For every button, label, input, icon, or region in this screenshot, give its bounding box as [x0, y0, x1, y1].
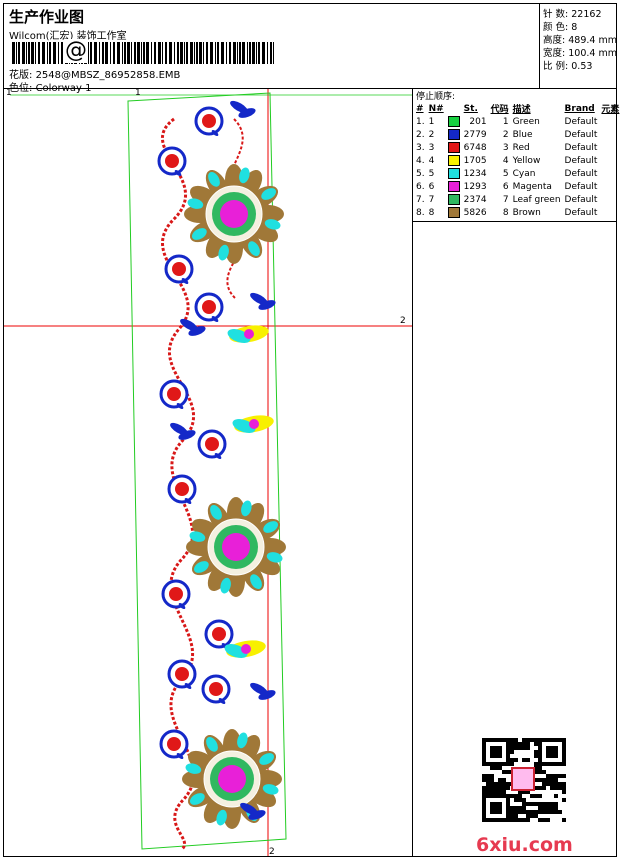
- table-row: 7. 7 2374 7 Leaf green Default: [416, 194, 598, 205]
- color-swatch: [447, 116, 460, 127]
- specs-panel: 针 数: 22162 颜 色: 8 高度: 489.4 mm 宽度: 100.4…: [539, 3, 617, 89]
- spec-height: 高度: 489.4 mm: [543, 35, 617, 46]
- table-row: 2. 2 2779 2 Blue Default: [416, 129, 598, 140]
- table-row: 6. 6 1293 6 Magenta Default: [416, 181, 598, 192]
- header-panel: 生产作业图 Wilcom(汇宏) 装饰工作室 @ 花版: 2548@MBSZ_8…: [3, 3, 540, 94]
- color-swatch: [447, 142, 460, 153]
- table-row: 3. 3 6748 3 Red Default: [416, 142, 598, 153]
- stop-sequence-table: 停止顺序: # N# St. 代码 描述 Brand 元素 1. 1 201 1 Gre…: [414, 89, 620, 219]
- color-swatch: [447, 194, 460, 205]
- watermark-text: 6xiu.com: [476, 834, 573, 856]
- table-row: 4. 4 1705 4 Yellow Default: [416, 155, 598, 166]
- company-name: Wilcom(汇宏) 装饰工作室: [9, 31, 127, 42]
- spec-stitches: 针 数: 22162: [543, 9, 602, 20]
- barcode-at-label: @: [64, 38, 88, 63]
- marker-1-left: 1: [6, 88, 12, 98]
- marker-1-top: 1: [135, 88, 141, 98]
- table-row: 1. 1 201 1 Green Default: [416, 116, 598, 127]
- marker-2-bottom: 2: [269, 847, 275, 857]
- design-preview: 1 1 2 2: [3, 88, 413, 857]
- spec-colors: 颜 色: 8: [543, 22, 578, 33]
- color-swatch: [447, 168, 460, 179]
- table-header-row: # N# St. 代码 描述 Brand 元素: [416, 103, 620, 116]
- design-file-label: 花版:: [9, 70, 33, 81]
- color-swatch: [447, 129, 460, 140]
- design-file-line: 花版: 2548@MBSZ_86952858.EMB: [9, 66, 180, 81]
- qr-code: [482, 738, 566, 822]
- spec-scale: 比 例: 0.53: [543, 61, 593, 72]
- barcode-image: [12, 42, 276, 64]
- color-swatch: [447, 155, 460, 166]
- spec-width: 宽度: 100.4 mm: [543, 48, 617, 59]
- barcode: @: [12, 38, 276, 64]
- stop-sequence-title: 停止顺序:: [416, 92, 456, 102]
- color-swatch: [447, 181, 460, 192]
- table-row: 5. 5 1234 5 Cyan Default: [416, 168, 598, 179]
- embroidery-design: [4, 89, 412, 856]
- stop-sequence-panel: 停止顺序: # N# St. 代码 描述 Brand 元素 1. 1 201 1 Gre…: [412, 88, 620, 222]
- notes-panel: [412, 221, 617, 857]
- color-swatch: [447, 207, 460, 218]
- page-title: 生产作业图: [9, 8, 85, 26]
- design-file-value: 2548@MBSZ_86952858.EMB: [35, 70, 181, 81]
- marker-2-right: 2: [400, 316, 406, 326]
- table-row: 8. 8 5826 8 Brown Default: [416, 207, 598, 218]
